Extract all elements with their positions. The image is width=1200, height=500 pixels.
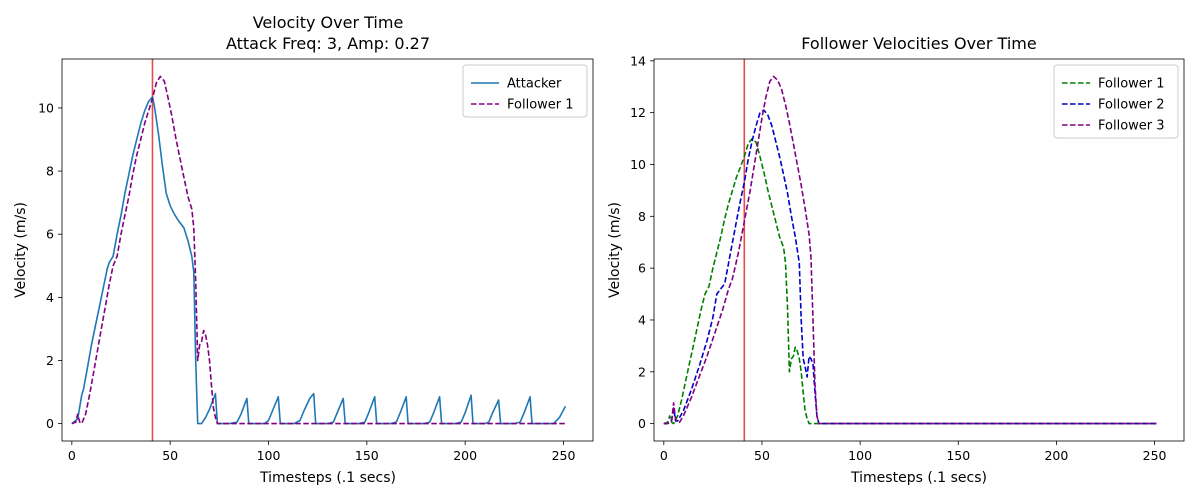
x-tick-label: 0 xyxy=(68,448,76,463)
y-axis-label: Velocity (m/s) xyxy=(607,202,623,298)
legend-label: Attacker xyxy=(507,77,562,92)
axes-frame xyxy=(653,58,1185,442)
x-tick-label: 200 xyxy=(1044,448,1068,463)
chart-subtitle: Attack Freq: 3, Amp: 0.27 xyxy=(226,34,430,53)
y-axis-label: Velocity (m/s) xyxy=(13,202,29,298)
x-tick-label: 0 xyxy=(660,448,668,463)
y-tick-label: 8 xyxy=(46,164,54,179)
y-tick-label: 14 xyxy=(630,53,646,68)
series-line-follower-1 xyxy=(71,75,566,425)
x-tick-label: 150 xyxy=(946,448,970,463)
y-tick-label: 6 xyxy=(46,227,54,242)
velocity-panel: Velocity Over Time Attack Freq: 3, Amp: … xyxy=(13,13,594,486)
plot-area xyxy=(62,59,593,441)
y-tick-label: 12 xyxy=(630,105,646,120)
y-tick-label: 0 xyxy=(638,416,646,431)
x-tick-label: 100 xyxy=(848,448,872,463)
follower-velocities-panel: Follower Velocities Over Time Timesteps … xyxy=(607,34,1185,486)
x-axis-label: Timesteps (.1 secs) xyxy=(850,470,987,486)
legend-label: Follower 1 xyxy=(507,98,574,113)
x-axis-label: Timesteps (.1 secs) xyxy=(259,470,396,486)
x-tick-label: 50 xyxy=(754,448,770,463)
chart-title: Velocity Over Time xyxy=(253,13,404,32)
legend-box xyxy=(1053,64,1179,139)
y-tick-label: 4 xyxy=(638,312,646,327)
plot-lines xyxy=(71,59,567,441)
x-tick-label: 150 xyxy=(355,448,379,463)
chart-title: Follower Velocities Over Time xyxy=(801,34,1036,53)
y-tick-label: 10 xyxy=(630,157,646,172)
y-tick-label: 0 xyxy=(46,416,54,431)
series-line-follower-1 xyxy=(663,137,1157,425)
y-tick-label: 6 xyxy=(638,261,646,276)
y-tick-label: 2 xyxy=(638,364,646,379)
x-tick-label: 100 xyxy=(257,448,281,463)
legend-label: Follower 1 xyxy=(1098,77,1165,92)
legend-box xyxy=(462,64,588,118)
x-tick-label: 200 xyxy=(453,448,477,463)
axes-frame xyxy=(61,58,594,442)
plot-lines xyxy=(663,59,1157,441)
legend-label: Follower 3 xyxy=(1098,119,1165,134)
x-tick-label: 250 xyxy=(1143,448,1167,463)
x-tick-label: 250 xyxy=(552,448,576,463)
y-tick-label: 8 xyxy=(638,209,646,224)
legend-label: Follower 2 xyxy=(1098,98,1165,113)
legend: Attacker Follower 1 xyxy=(462,64,588,118)
series-line-attacker xyxy=(71,96,567,425)
y-tick-label: 10 xyxy=(38,100,54,115)
legend: Follower 1 Follower 2 Follower 3 xyxy=(1053,64,1179,139)
series-line-follower-3 xyxy=(663,75,1157,425)
x-tick-label: 50 xyxy=(162,448,178,463)
y-tick-label: 2 xyxy=(46,353,54,368)
y-tick-label: 4 xyxy=(46,290,54,305)
